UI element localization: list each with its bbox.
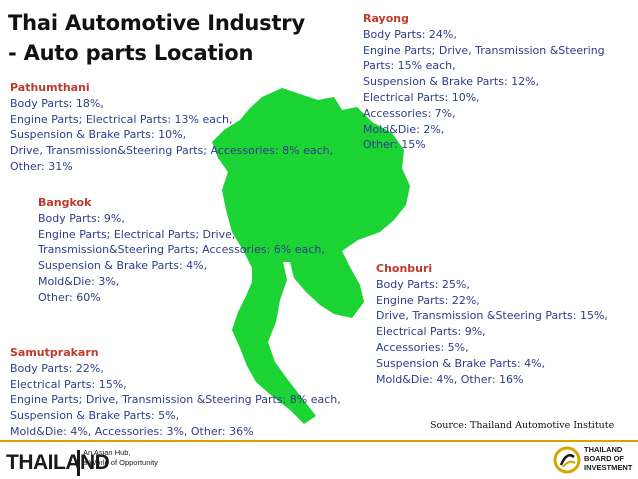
tagline-line: An Asian Hub, <box>83 448 131 457</box>
region-line: Suspension & Brake Parts: 4%, <box>376 356 546 370</box>
region-line: Other: 15% <box>363 138 426 152</box>
boi-line: BOARD OF <box>584 454 624 463</box>
region-samutprakarn: Samutprakarn Body Parts: 22%, Electrical… <box>10 345 341 440</box>
footer-divider <box>0 440 638 442</box>
boi-line: INVESTMENT <box>584 463 633 472</box>
region-name: Pathumthani <box>10 81 90 94</box>
source-note: Source: Thailand Automotive Institute <box>430 420 615 431</box>
region-line: Drive, Transmission&Steering Parts; Acce… <box>10 144 334 158</box>
region-line: Mold&Die: 2%, <box>363 122 445 136</box>
region-name: Rayong <box>363 12 409 25</box>
region-line: Body Parts: 22%, <box>10 361 104 375</box>
thailand-logo: THAILAND <box>6 451 110 474</box>
thailand-map <box>212 88 410 424</box>
boi-line: THAILAND <box>584 445 623 454</box>
region-line: Mold&Die: 4%, Other: 16% <box>376 372 524 386</box>
region-name: Samutprakarn <box>10 346 99 359</box>
thailand-shape <box>212 88 410 424</box>
boi-emblem-icon <box>553 446 581 474</box>
region-name: Bangkok <box>38 196 92 209</box>
region-line: Engine Parts; Electrical Parts: 13% each… <box>10 112 233 126</box>
region-line: Accessories: 5%, <box>376 340 469 354</box>
tagline: An Asian Hub, a World of Opportunity <box>83 448 158 468</box>
region-line: Body Parts: 9%, <box>38 211 125 225</box>
region-line: Electrical Parts: 15%, <box>10 377 127 391</box>
region-line: Other: 31% <box>10 159 73 173</box>
region-line: Suspension & Brake Parts: 4%, <box>38 259 208 273</box>
region-rayong: Rayong Body Parts: 24%, Engine Parts; Dr… <box>363 11 605 153</box>
region-line: Transmission&Steering Parts; Accessories… <box>38 243 325 257</box>
region-line: Engine Parts: 22%, <box>376 293 480 307</box>
region-bangkok: Bangkok Body Parts: 9%, Engine Parts; El… <box>38 195 325 306</box>
region-line: Body Parts: 25%, <box>376 277 470 291</box>
region-line: Parts: 15% each, <box>363 59 456 73</box>
title-line-1: Thai Automotive Industry <box>8 11 305 35</box>
region-line: Engine Parts; Drive, Transmission &Steer… <box>10 393 341 407</box>
region-line: Mold&Die: 3%, <box>38 274 120 288</box>
region-name: Chonburi <box>376 262 433 275</box>
region-line: Other: 60% <box>38 290 101 304</box>
region-line: Electrical Parts: 10%, <box>363 90 480 104</box>
region-line: Body Parts: 24%, <box>363 27 457 41</box>
region-line: Suspension & Brake Parts: 10%, <box>10 128 187 142</box>
region-chonburi: Chonburi Body Parts: 25%, Engine Parts: … <box>376 261 608 387</box>
region-line: Mold&Die: 4%, Accessories: 3%, Other: 36… <box>10 424 254 438</box>
region-line: Drive, Transmission &Steering Parts: 15%… <box>376 309 608 323</box>
region-line: Engine Parts; Drive, Transmission &Steer… <box>363 43 605 57</box>
region-line: Accessories: 7%, <box>363 106 456 120</box>
logo-separator <box>77 450 80 476</box>
region-line: Suspension & Brake Parts: 5%, <box>10 409 180 423</box>
page-title: Thai Automotive Industry - Auto parts Lo… <box>8 8 305 68</box>
tagline-line: a World of Opportunity <box>83 458 158 467</box>
region-line: Electrical Parts: 9%, <box>376 325 486 339</box>
region-pathumthani: Pathumthani Body Parts: 18%, Engine Part… <box>10 80 333 175</box>
boi-logo-text: THAILAND BOARD OF INVESTMENT <box>584 445 632 472</box>
region-line: Engine Parts; Electrical Parts; Drive, <box>38 227 236 241</box>
region-line: Suspension & Brake Parts: 12%, <box>363 75 540 89</box>
title-line-2: - Auto parts Location <box>8 41 254 65</box>
region-line: Body Parts: 18%, <box>10 96 104 110</box>
